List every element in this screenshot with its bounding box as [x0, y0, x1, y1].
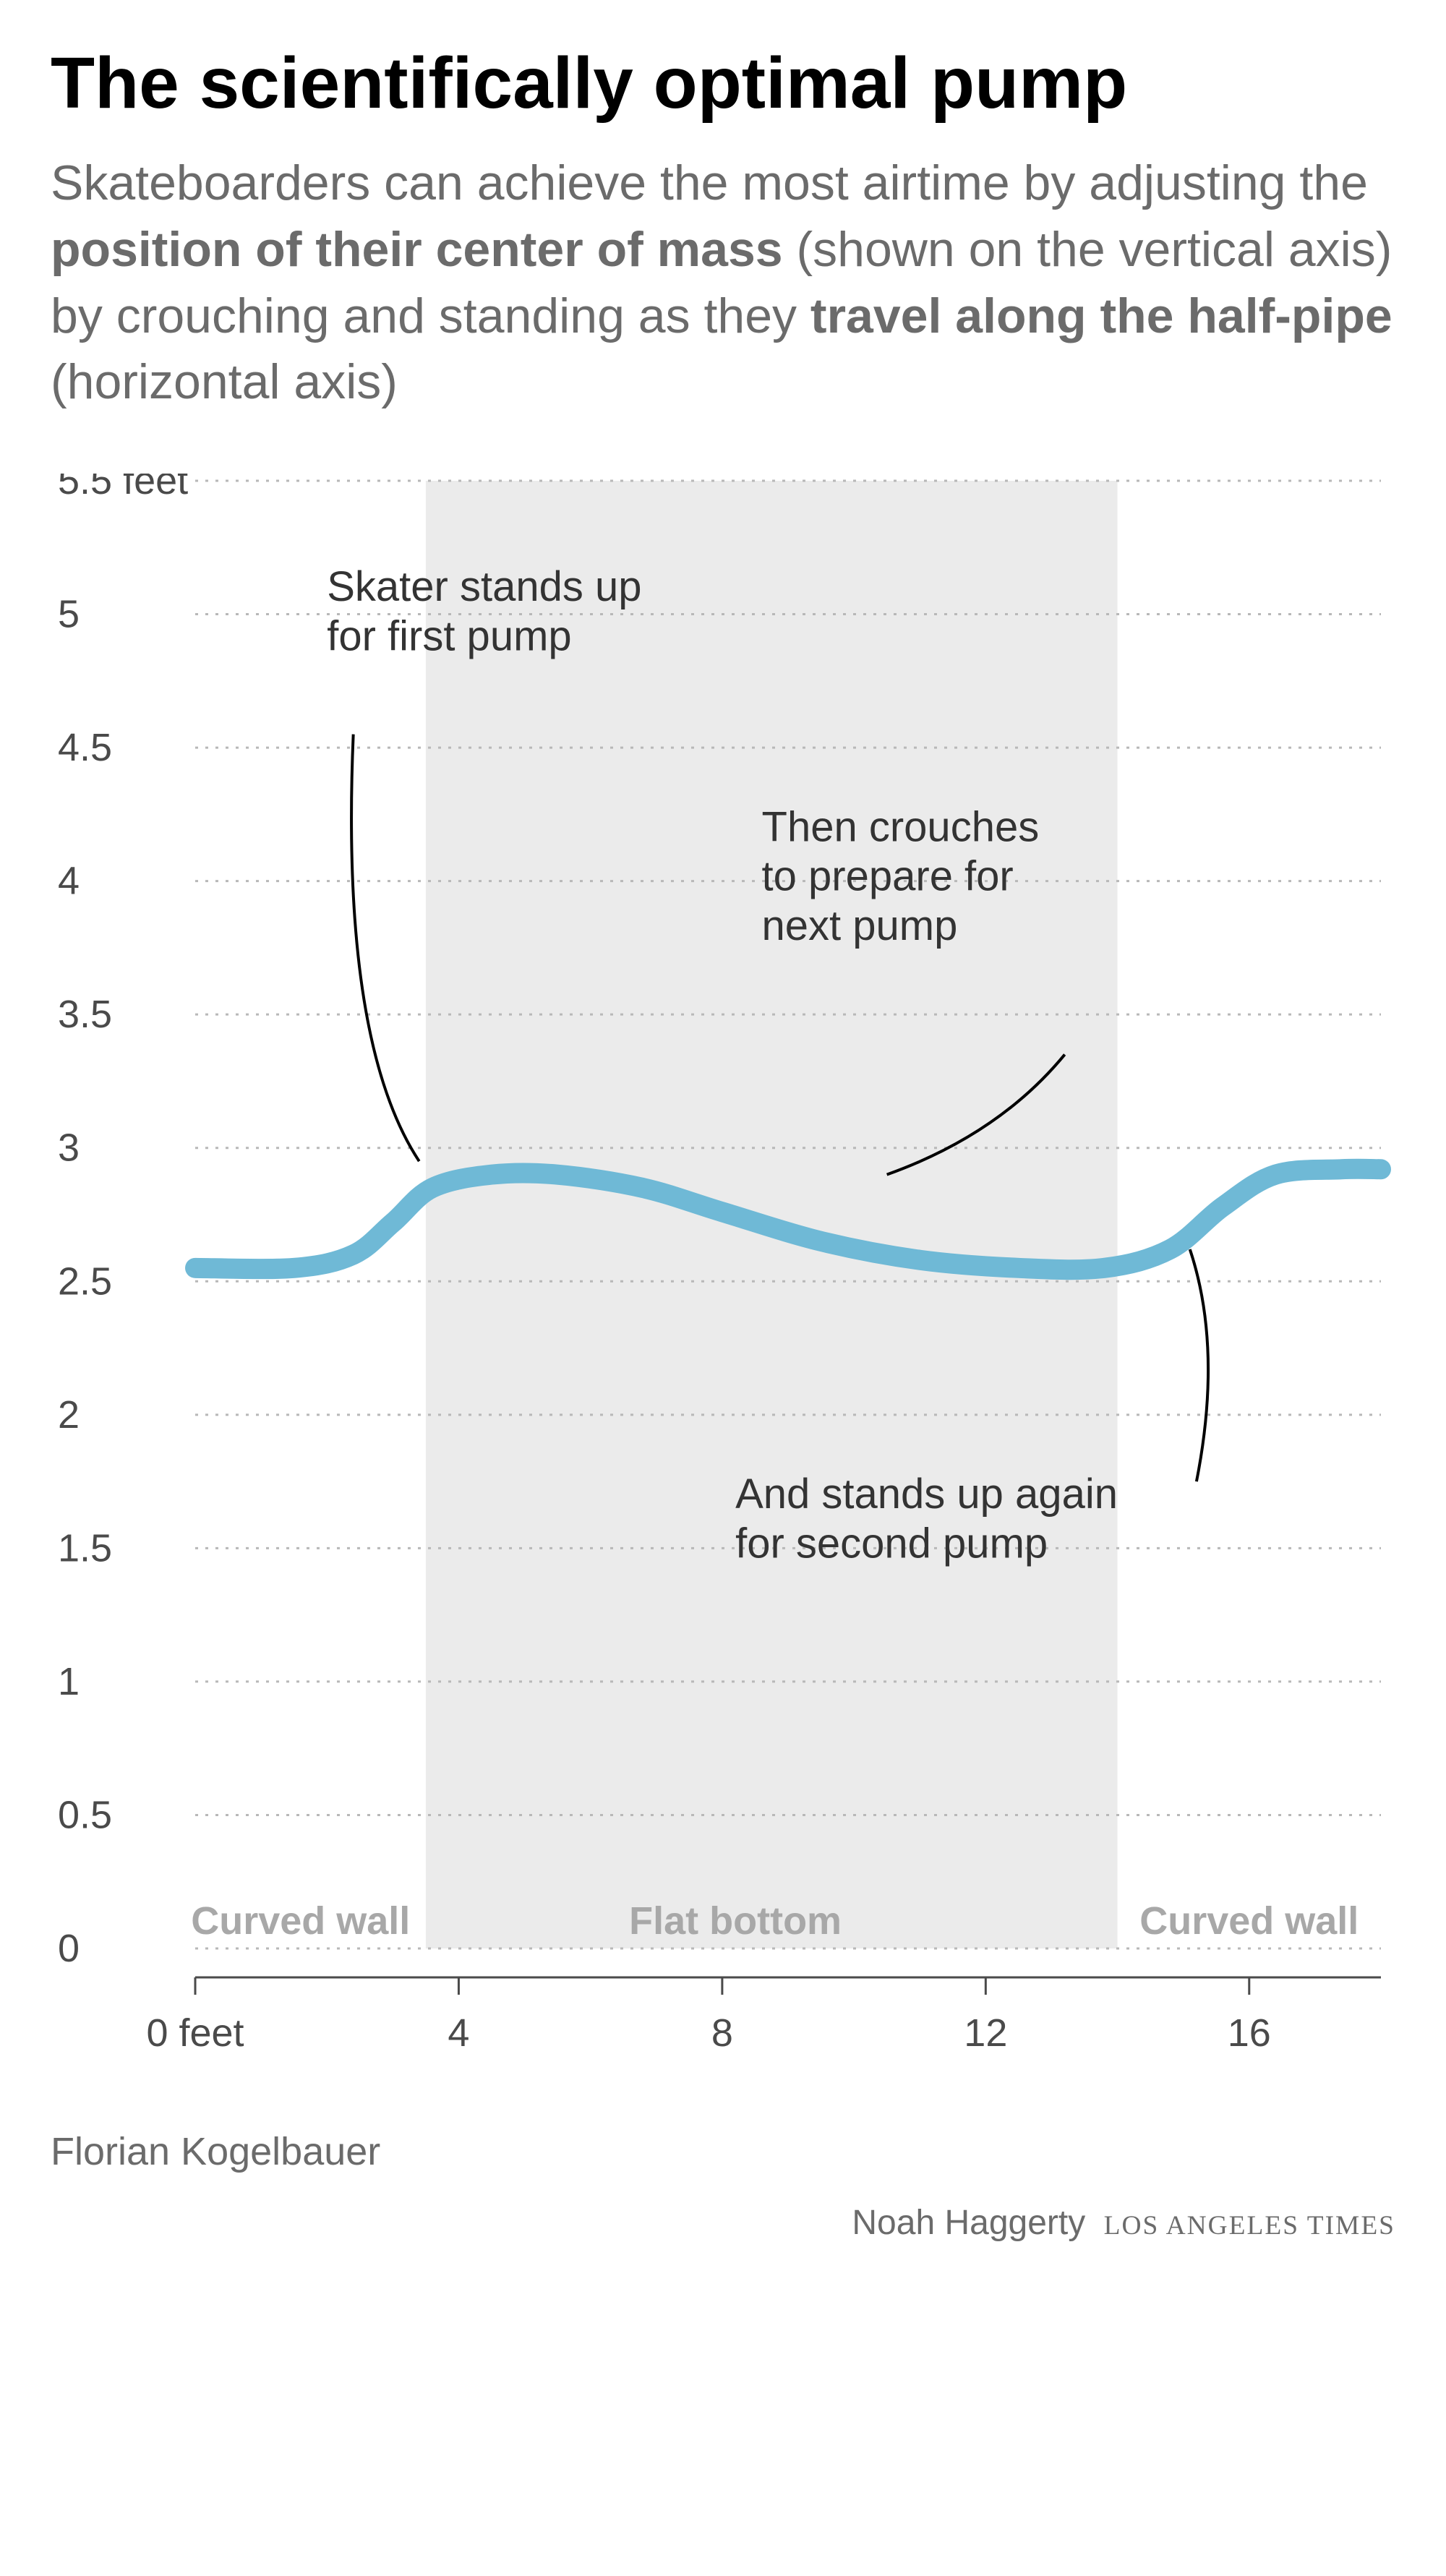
- chart-byline: Noah Haggerty LOS ANGELES TIMES: [51, 2203, 1395, 2243]
- line-chart: 0 0.5 1 1.5 2 2.5 3 3.5 4 4.5 5 5.5 feet Curved wall…: [51, 474, 1395, 2064]
- region-label: Flat bottom: [629, 1899, 842, 1943]
- y-tick-label: 4.5: [58, 726, 112, 769]
- x-tick-label: 0 feet: [146, 2011, 244, 2055]
- chart-card: The scientifically optimal pump Skateboa…: [51, 43, 1395, 2243]
- y-tick-label: 0.5: [58, 1794, 112, 1837]
- chart-subtitle: Skateboarders can achieve the most airti…: [51, 150, 1395, 416]
- subtitle-bold: position of their center of mass: [51, 222, 783, 277]
- region-label: Curved wall: [1139, 1899, 1359, 1943]
- annotation-leader: [351, 735, 419, 1162]
- y-tick-label: 4: [58, 860, 80, 903]
- subtitle-text: Skateboarders can achieve the most airti…: [51, 155, 1368, 210]
- subtitle-bold: travel along the half-pipe: [810, 288, 1392, 343]
- byline-author: Noah Haggerty: [852, 2204, 1085, 2242]
- chart-source: Florian Kogelbauer: [51, 2129, 1395, 2174]
- flat-region-band: [426, 481, 1118, 1948]
- y-tick-label: 1: [58, 1660, 80, 1703]
- y-tick-label: 5: [58, 593, 80, 636]
- y-tick-label: 5.5 feet: [58, 474, 188, 502]
- x-tick-label: 4: [448, 2011, 469, 2055]
- byline-org: LOS ANGELES TIMES: [1104, 2211, 1395, 2241]
- chart-area: 0 0.5 1 1.5 2 2.5 3 3.5 4 4.5 5 5.5 feet Curved wall…: [51, 474, 1395, 2064]
- subtitle-text: (horizontal axis): [51, 354, 398, 409]
- y-tick-label: 3: [58, 1126, 80, 1170]
- x-tick-label: 12: [964, 2011, 1007, 2055]
- y-tick-label: 2: [58, 1393, 80, 1437]
- y-tick-label: 3.5: [58, 993, 112, 1036]
- x-tick-label: 16: [1228, 2011, 1271, 2055]
- region-label: Curved wall: [191, 1899, 410, 1943]
- y-tick-label: 0: [58, 1927, 80, 1970]
- y-tick-label: 2.5: [58, 1259, 112, 1303]
- chart-title: The scientifically optimal pump: [51, 43, 1395, 123]
- y-tick-label: 1.5: [58, 1527, 112, 1570]
- x-tick-label: 8: [711, 2011, 733, 2055]
- annotation-leader: [1190, 1249, 1208, 1481]
